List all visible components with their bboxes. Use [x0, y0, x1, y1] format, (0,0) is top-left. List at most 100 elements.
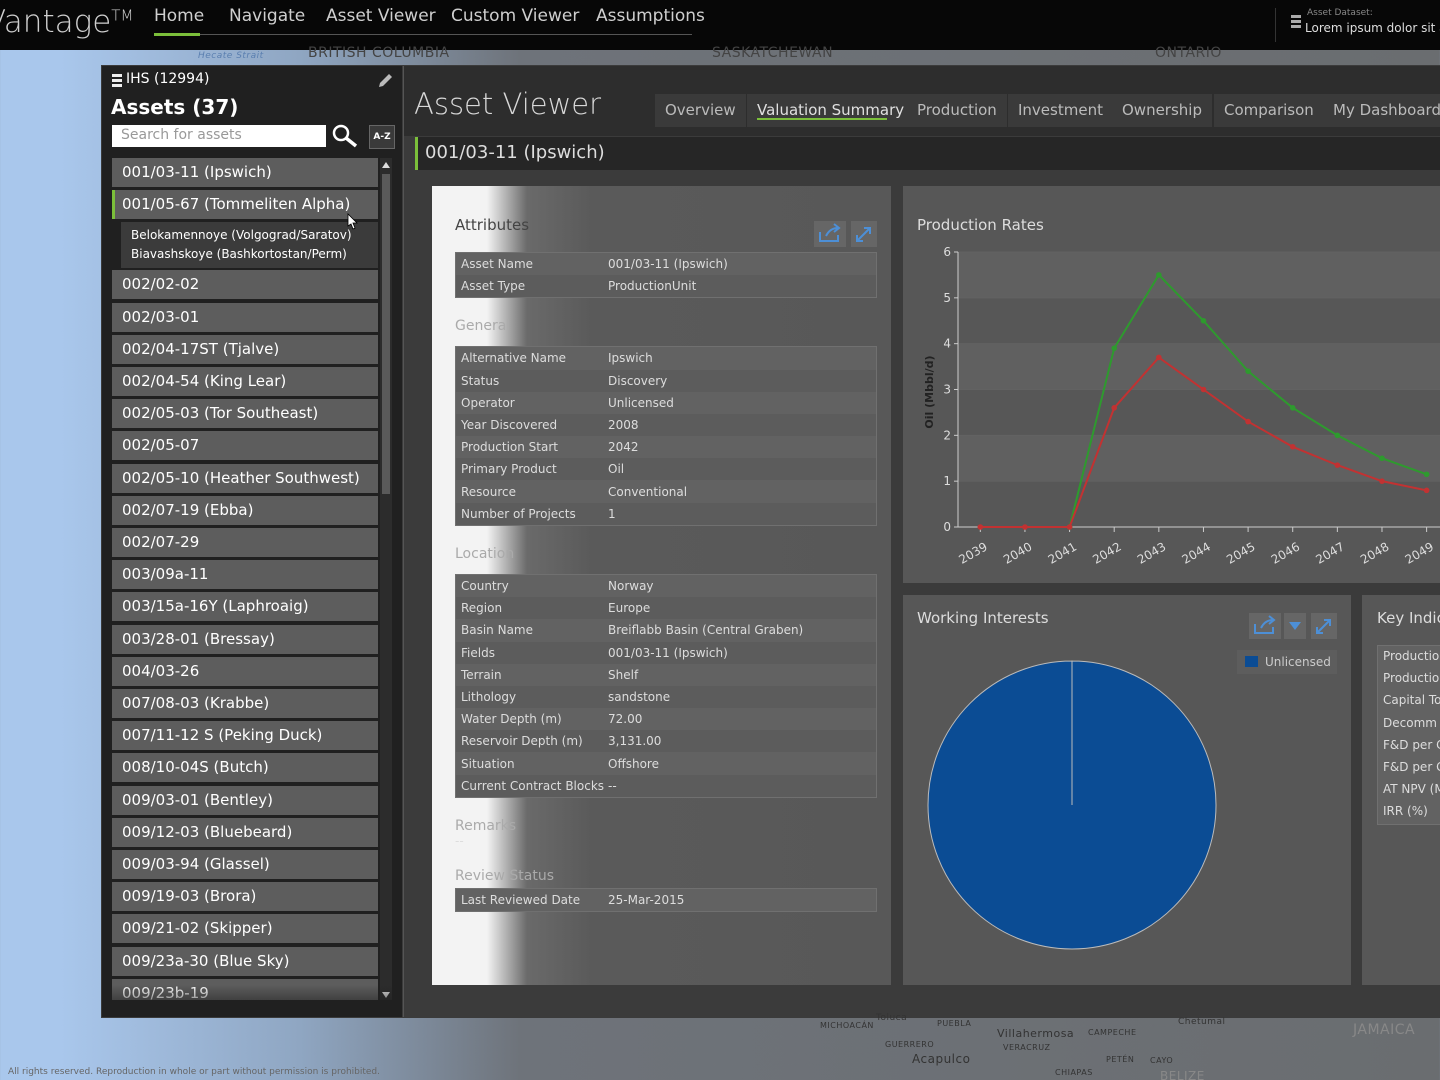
- asset-item[interactable]: 007/08-03 (Krabbe): [112, 689, 378, 718]
- y-tick-label: 6: [943, 245, 951, 259]
- asset-item[interactable]: 009/23a-30 (Blue Sky): [112, 946, 378, 976]
- tab[interactable]: Valuation Summary: [747, 94, 915, 127]
- attribute-label: Last Reviewed Date: [461, 893, 581, 907]
- asset-item[interactable]: 002/02-02: [112, 270, 378, 300]
- asset-item[interactable]: 001/03-11 (Ipswich): [112, 158, 378, 187]
- x-tick-label: 2040: [1001, 539, 1034, 566]
- search-placeholder: Search for assets: [121, 127, 242, 143]
- scroll-thumb[interactable]: [382, 174, 390, 494]
- asset-item[interactable]: 002/05-03 (Tor Southeast): [112, 399, 378, 429]
- breadcrumb: 001/03-11 (Ipswich): [425, 142, 605, 163]
- attribute-label: Production Start: [461, 440, 558, 455]
- search-icon[interactable]: [331, 123, 359, 149]
- asset-item[interactable]: 002/05-10 (Heather Southwest): [112, 463, 378, 493]
- nav-item[interactable]: Asset Viewer: [326, 6, 436, 26]
- attribute-row: Production Start 2042: [456, 436, 876, 458]
- attribute-value: Oil: [608, 462, 625, 477]
- dataset-value[interactable]: Lorem ipsum dolor sit am: [1305, 21, 1440, 35]
- y-tick-label: 5: [943, 291, 951, 305]
- tab[interactable]: My Dashboards: [1323, 94, 1440, 127]
- nav-item[interactable]: Assumptions: [596, 6, 705, 26]
- attribute-label: Situation: [461, 756, 515, 771]
- attribute-row: Terrain Shelf: [456, 664, 876, 686]
- sort-button[interactable]: A-Z: [369, 125, 395, 149]
- attribute-row: Primary Product Oil: [456, 458, 876, 481]
- asset-item[interactable]: 009/19-03 (Brora): [112, 882, 378, 912]
- attribute-label: Country: [461, 579, 509, 593]
- asset-item[interactable]: 009/21-02 (Skipper): [112, 914, 378, 944]
- attribute-value: Ipswich: [608, 351, 653, 366]
- asset-item[interactable]: 002/04-17ST (Tjalve): [112, 334, 378, 364]
- attribute-row: Year Discovered 2008: [456, 413, 876, 436]
- data-point: [1156, 272, 1162, 278]
- attribute-value: Norway: [608, 579, 654, 593]
- cursor: [347, 213, 358, 230]
- remarks-text: --: [455, 834, 464, 848]
- nav-item[interactable]: Custom Viewer: [451, 6, 580, 26]
- attribute-value: Breiflabb Basin (Central Graben): [608, 623, 804, 638]
- breadcrumb-bar: 001/03-11 (Ipswich): [415, 137, 1440, 170]
- attributes-icons[interactable]: [814, 221, 877, 247]
- brand-name: Vantage: [0, 4, 112, 40]
- tab[interactable]: Ownership: [1112, 94, 1212, 127]
- tab[interactable]: Investment: [1008, 94, 1113, 127]
- x-tick-label: 2042: [1090, 539, 1123, 566]
- asset-item[interactable]: 003/09a-11: [112, 560, 378, 590]
- data-point: [1289, 405, 1296, 411]
- grid-band: [958, 343, 1440, 390]
- asset-list: 001/03-11 (Ipswich) 001/05-67 (Tommeliten…: [0, 0, 404, 1000]
- edit-icon[interactable]: [376, 72, 394, 90]
- attribute-row: Basin Name Breiflabb Basin (Central Grabe…: [456, 619, 876, 641]
- key-indicators-panel: Key Indic Production Production Capital Tot…: [1362, 595, 1440, 985]
- asset-item[interactable]: 004/03-26: [112, 656, 378, 686]
- attribute-value: 001/03-11 (Ipswich): [608, 645, 728, 660]
- asset-item[interactable]: 009/12-03 (Bluebeard): [112, 817, 378, 847]
- attribute-row: Country Norway: [456, 575, 876, 597]
- x-tick-label: 2041: [1046, 539, 1079, 566]
- asset-item[interactable]: 002/07-29: [112, 528, 378, 557]
- attribute-label: Region: [461, 601, 503, 616]
- database-icon: [1291, 15, 1301, 28]
- asset-item[interactable]: 007/11-12 S (Peking Duck): [112, 721, 378, 751]
- attribute-value: 1: [608, 506, 616, 521]
- tab[interactable]: Overview: [655, 94, 746, 127]
- attribute-row: Current Contract Blocks --: [456, 774, 876, 797]
- asset-item[interactable]: 002/05-07: [112, 431, 378, 461]
- scrollbar[interactable]: [380, 158, 392, 1000]
- panel-title: Key Indic: [1377, 609, 1440, 627]
- tab[interactable]: Comparison: [1214, 94, 1324, 127]
- attribute-label: Asset Type: [461, 279, 526, 294]
- asset-item[interactable]: 002/07-19 (Ebba): [112, 495, 378, 525]
- working-interests-icons[interactable]: [1249, 613, 1337, 639]
- search-box[interactable]: Search for assets: [112, 125, 326, 147]
- data-point: [1379, 478, 1385, 484]
- y-tick-label: 4: [943, 337, 951, 351]
- data-point: [1379, 455, 1385, 462]
- asset-item[interactable]: 009/03-01 (Bentley): [112, 785, 378, 815]
- attribute-row: Region Europe: [456, 597, 876, 620]
- asset-item[interactable]: 003/15a-16Y (Laphroaig): [112, 592, 378, 622]
- asset-item[interactable]: 008/10-04S (Butch): [112, 753, 378, 783]
- attribute-row: Alternative Name Ipswich: [456, 347, 876, 369]
- tab[interactable]: Production: [907, 94, 1007, 127]
- attribute-row: Lithology sandstone: [456, 686, 876, 708]
- nav-item[interactable]: Navigate: [229, 6, 306, 26]
- data-point: [1066, 524, 1073, 530]
- sub-asset[interactable]: Belokamennoye (Volgograd/Saratov): [131, 227, 352, 242]
- x-tick-label: 2049: [1403, 539, 1436, 566]
- data-point: [1245, 368, 1251, 374]
- sub-asset[interactable]: Biavashskoye (Bashkortostan/Perm): [131, 246, 347, 261]
- asset-item[interactable]: 003/28-01 (Bressay): [112, 624, 378, 654]
- asset-item[interactable]: 009/03-94 (Glassel): [112, 850, 378, 879]
- x-tick-label: 2039: [956, 539, 989, 566]
- asset-item[interactable]: 001/05-67 (Tommeliten Alpha): [112, 190, 378, 220]
- nav-item[interactable]: Home: [154, 6, 205, 26]
- attribute-row: Asset Type ProductionUnit: [456, 275, 876, 298]
- y-tick-label: 0: [943, 520, 951, 534]
- attribute-label: Status: [461, 373, 500, 388]
- y-axis-title: Oil (Mbbl/d): [923, 355, 936, 428]
- asset-item[interactable]: 002/04-54 (King Lear): [112, 367, 378, 396]
- grid-band: [958, 435, 1440, 482]
- asset-item[interactable]: 002/03-01: [112, 302, 378, 332]
- attribute-row: Fields 001/03-11 (Ipswich): [456, 641, 876, 664]
